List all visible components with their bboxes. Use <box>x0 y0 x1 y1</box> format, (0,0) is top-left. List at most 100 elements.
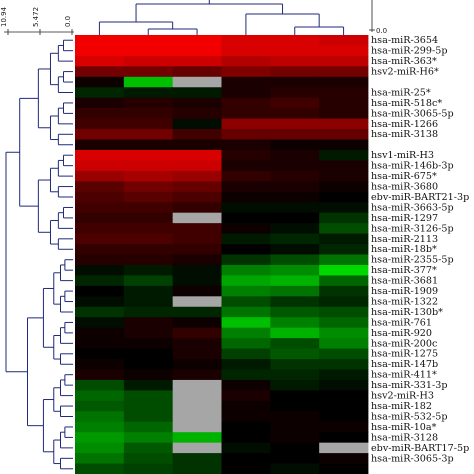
row-label: hsa-miR-3065-3p <box>371 453 454 464</box>
heatmap-cell <box>172 369 222 381</box>
heatmap-cell <box>172 254 222 266</box>
heatmap-cell <box>75 170 125 182</box>
heatmap-cell <box>221 369 271 381</box>
heatmap-cell <box>319 181 369 193</box>
row-label: ebv-miR-BART21-3p <box>371 192 469 203</box>
heatmap-cell <box>75 453 125 464</box>
heatmap-cell <box>270 254 320 266</box>
heatmap-cell <box>221 306 271 318</box>
heatmap-cell <box>75 244 125 255</box>
heatmap-cell <box>319 149 369 161</box>
row-label: hsa-miR-146b-3p <box>371 161 454 172</box>
heatmap-cell <box>221 212 271 224</box>
heatmap-cell <box>123 421 174 433</box>
heatmap-cell <box>221 45 271 57</box>
heatmap-cell <box>270 421 320 433</box>
heatmap-cell <box>123 432 174 444</box>
axis-tick-label: 0.0 <box>376 27 387 35</box>
heatmap-cell <box>270 129 320 140</box>
heatmap-cell <box>319 139 369 151</box>
heatmap-cell <box>75 442 125 454</box>
heatmap-cell <box>319 264 369 276</box>
heatmap-cell <box>221 442 271 454</box>
heatmap-cell <box>270 453 320 464</box>
heatmap-cell <box>172 359 222 370</box>
heatmap-cell <box>270 76 320 88</box>
heatmap-cell <box>75 369 125 381</box>
heatmap-cell <box>221 348 271 360</box>
row-label: hsa-miR-2113 <box>371 234 438 245</box>
heatmap-cell <box>75 379 125 391</box>
heatmap-cell <box>270 390 320 402</box>
heatmap-cell <box>123 390 174 402</box>
row-label: hsa-miR-25* <box>371 87 431 98</box>
heatmap-cell <box>75 87 125 99</box>
heatmap-cell <box>270 181 320 193</box>
heatmap-cell <box>123 170 174 182</box>
heatmap-cell <box>270 411 320 423</box>
row-label: hsa-miR-3138 <box>371 129 438 140</box>
heatmap-cell <box>221 244 271 255</box>
heatmap-cell <box>270 35 320 46</box>
row-label: hsa-miR-130b* <box>371 307 443 318</box>
heatmap-cell <box>319 97 369 109</box>
row-label: hsa-miR-411* <box>371 370 437 381</box>
heatmap-cell <box>123 463 174 474</box>
heatmap-cell <box>123 348 174 360</box>
heatmap-cell <box>172 421 222 433</box>
row-label: ebv-miR-BART17-5p <box>371 443 469 454</box>
heatmap-cell <box>75 181 125 193</box>
row-label: hsa-miR-377* <box>371 265 437 276</box>
heatmap-cell <box>221 296 271 308</box>
heatmap-cell <box>270 160 320 172</box>
heatmap-cell <box>221 390 271 402</box>
heatmap-cell <box>319 223 369 234</box>
heatmap-cells <box>75 35 369 474</box>
row-label: hsa-miR-3654 <box>371 35 438 46</box>
heatmap-cell <box>123 76 174 88</box>
heatmap-cell <box>75 233 125 245</box>
heatmap-cell <box>221 421 271 433</box>
heatmap-cell <box>270 348 320 360</box>
row-label: hsa-miR-1322 <box>371 296 438 307</box>
heatmap-cell <box>270 55 320 67</box>
heatmap-cell <box>172 411 222 423</box>
heatmap-cell <box>221 327 271 339</box>
row-label: hsv2-miR-H6* <box>371 67 439 78</box>
heatmap-cell <box>270 400 320 412</box>
heatmap-cell <box>221 149 271 161</box>
heatmap-cell <box>172 453 222 464</box>
heatmap-cell <box>319 453 369 464</box>
row-label: hsa-miR-3663-5p <box>371 202 454 213</box>
heatmap-cell <box>319 233 369 245</box>
column-dendrogram-axis: 0.0 <box>369 0 387 35</box>
axis-tick-label: 5.472 <box>32 7 40 27</box>
heatmap-cell <box>319 76 369 88</box>
heatmap-cell <box>270 442 320 454</box>
row-label: hsa-miR-1275 <box>371 349 438 360</box>
column-dendrogram <box>98 0 345 35</box>
axis-tick-label: 10.94 <box>0 6 8 27</box>
row-label: hsa-miR-200c <box>371 338 437 349</box>
heatmap-cell <box>75 139 125 151</box>
row-label: hsa-miR-3128 <box>371 432 438 443</box>
heatmap-cell <box>270 212 320 224</box>
heatmap-cell <box>172 149 222 161</box>
heatmap-cell <box>75 275 125 287</box>
heatmap-cell <box>123 35 174 46</box>
heatmap-cell <box>123 66 174 78</box>
heatmap-cell <box>319 369 369 381</box>
heatmap-cell <box>319 442 369 454</box>
row-label: hsa-miR-331-3p <box>371 380 448 391</box>
heatmap-cell <box>172 108 222 120</box>
heatmap-cell <box>75 327 125 339</box>
row-dendrogram-axis: 10.94 5.472 0.0 <box>0 6 74 35</box>
heatmap-cell <box>123 254 174 266</box>
heatmap-cell <box>172 181 222 193</box>
heatmap-cell <box>172 212 222 224</box>
heatmap-cell <box>221 285 271 297</box>
heatmap-cell <box>172 317 222 329</box>
row-label: hsa-miR-2355-5p <box>371 255 454 266</box>
heatmap-cell <box>270 45 320 57</box>
heatmap-cell <box>123 285 174 297</box>
